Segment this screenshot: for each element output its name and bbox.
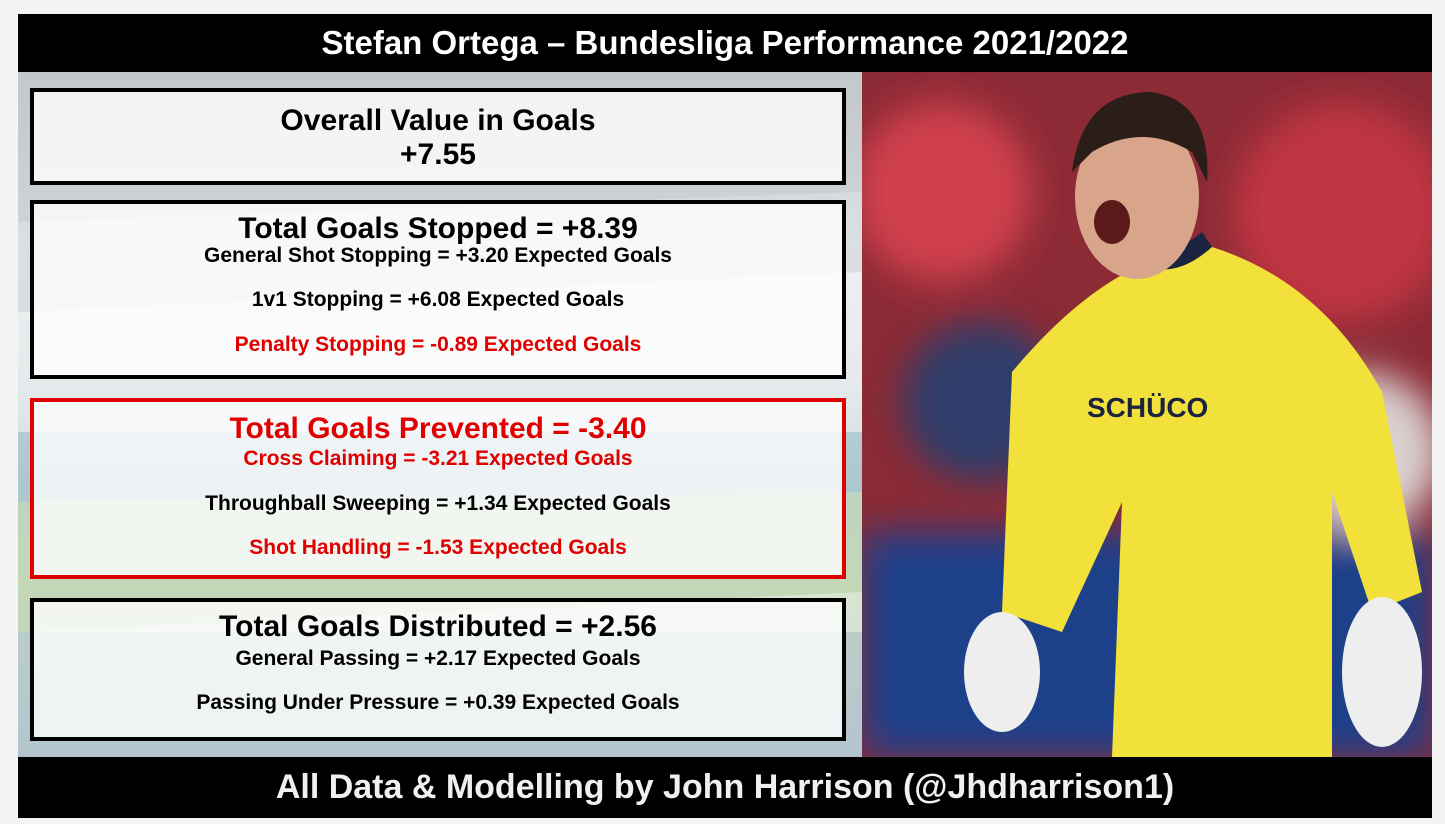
stat-line: Throughball Sweeping = +1.34 Expected Go… xyxy=(205,492,671,515)
panel-heading: Total Goals Distributed = +2.56 xyxy=(219,610,657,643)
stat-line: General Shot Stopping = +3.20 Expected G… xyxy=(204,244,672,267)
stat-line: Passing Under Pressure = +0.39 Expected … xyxy=(196,691,680,714)
stat-panel: Total Goals Stopped = +8.39 General Shot … xyxy=(30,200,846,379)
title-bar: Stefan Ortega – Bundesliga Performance 2… xyxy=(18,14,1432,72)
footer-bar: All Data & Modelling by John Harrison (@… xyxy=(18,757,1432,818)
player-photo: SCHÜCO xyxy=(862,72,1432,757)
stat-line: General Passing = +2.17 Expected Goals xyxy=(235,647,641,670)
panel-heading: Total Goals Prevented = -3.40 xyxy=(229,412,647,445)
stat-panel: Overall Value in Goals +7.55 xyxy=(30,88,846,185)
panel-value: +7.55 xyxy=(400,138,476,171)
stat-panel: Total Goals Prevented = -3.40 Cross Claim… xyxy=(30,398,846,579)
stat-line: Cross Claiming = -3.21 Expected Goals xyxy=(243,447,633,470)
title: Stefan Ortega – Bundesliga Performance 2… xyxy=(321,24,1129,61)
stat-line: 1v1 Stopping = +6.08 Expected Goals xyxy=(251,288,625,311)
panel-heading: Overall Value in Goals xyxy=(280,104,596,137)
panel-heading: Total Goals Stopped = +8.39 xyxy=(238,212,638,245)
stat-line: Shot Handling = -1.53 Expected Goals xyxy=(249,536,627,559)
footer-credit: All Data & Modelling by John Harrison (@… xyxy=(275,768,1175,806)
photo-art: SCHÜCO xyxy=(862,72,1432,757)
svg-text:SCHÜCO: SCHÜCO xyxy=(1087,392,1208,423)
stat-panel: Total Goals Distributed = +2.56 General P… xyxy=(30,598,846,741)
stat-line: Penalty Stopping = -0.89 Expected Goals xyxy=(234,333,642,356)
